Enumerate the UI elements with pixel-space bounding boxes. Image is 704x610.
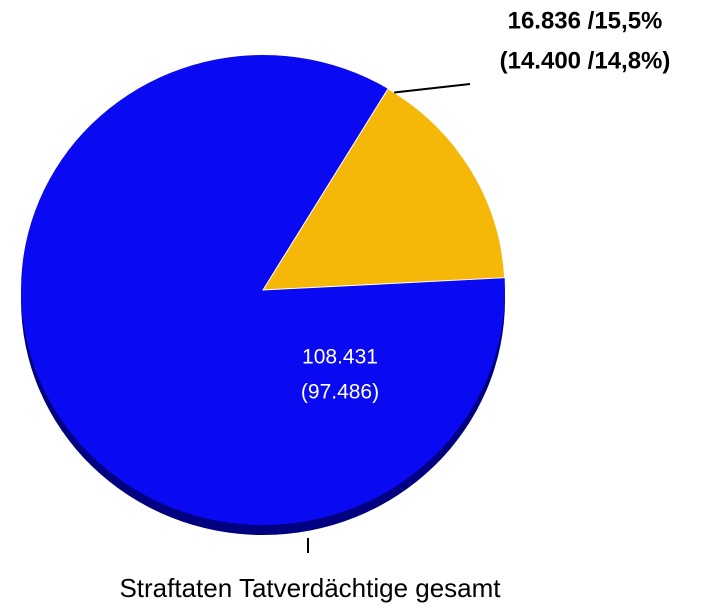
chart-title: Straftaten Tatverdächtige gesamt	[119, 573, 501, 603]
pie-slice	[262, 88, 506, 291]
leader-line	[394, 83, 471, 94]
slice-label: (97.486)	[301, 381, 379, 404]
slice-label: 108.431	[302, 346, 378, 369]
slice-label: 16.836 /15,5%	[508, 7, 663, 34]
slice-label: (14.400 /14,8%)	[500, 47, 671, 74]
